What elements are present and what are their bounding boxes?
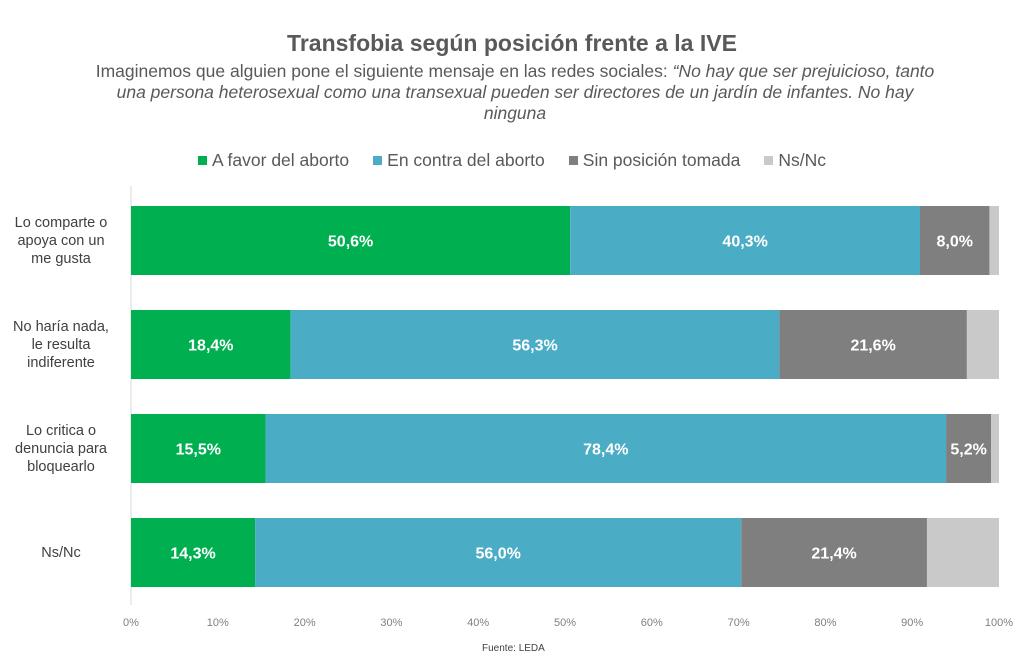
legend-item-sin-posicion: Sin posición tomada bbox=[568, 150, 741, 171]
x-tick-label: 10% bbox=[207, 617, 229, 629]
bar-segment bbox=[131, 310, 291, 379]
x-tick-label: 90% bbox=[901, 617, 923, 629]
bar-segment bbox=[926, 518, 999, 587]
legend-label: A favor del aborto bbox=[211, 150, 350, 170]
category-label: Ns/Nc bbox=[0, 544, 122, 562]
data-label: 78,4% bbox=[583, 442, 628, 459]
x-tick-label: 50% bbox=[554, 617, 576, 629]
legend-label: Ns/Nc bbox=[778, 150, 827, 170]
legend-swatch bbox=[568, 156, 578, 165]
legend-swatch bbox=[764, 156, 774, 165]
legend-item-en-contra: En contra del aborto bbox=[373, 150, 545, 171]
data-label: 21,6% bbox=[850, 338, 895, 355]
bar-segment bbox=[131, 206, 571, 275]
chart-subtitle: Imaginemos que alguien pone el siguiente… bbox=[90, 61, 940, 124]
subtitle-quote: “No hay que ser prejuicioso, tanto una p… bbox=[116, 61, 935, 123]
bar-segment bbox=[989, 206, 999, 275]
x-tick-label: 20% bbox=[294, 617, 316, 629]
bar-segment bbox=[779, 310, 967, 379]
bar-segment bbox=[991, 414, 999, 483]
category-label-line: bloquearlo bbox=[27, 458, 95, 475]
bar-segment bbox=[265, 414, 947, 483]
chart-title: Transfobia según posición frente a la IV… bbox=[287, 30, 737, 56]
category-label-line: apoya con un bbox=[17, 232, 105, 249]
data-label: 56,0% bbox=[475, 546, 520, 563]
data-label: 40,3% bbox=[722, 234, 767, 251]
category-label-line: me gusta bbox=[31, 250, 91, 267]
category-label-line: indiferente bbox=[27, 354, 95, 371]
bar-segment bbox=[290, 310, 780, 379]
x-tick-label: 0% bbox=[123, 617, 139, 629]
category-label-line: Ns/Nc bbox=[41, 544, 81, 561]
bar-segment bbox=[920, 206, 990, 275]
bar-segment bbox=[570, 206, 921, 275]
category-label: No haría nada, le resulta indiferente bbox=[0, 318, 122, 372]
bar-segment bbox=[131, 414, 266, 483]
legend-swatch bbox=[373, 156, 383, 165]
x-tick-label: 40% bbox=[467, 617, 489, 629]
bar-segment bbox=[966, 310, 999, 379]
data-label: 5,2% bbox=[950, 442, 986, 459]
subtitle-text: Imaginemos que alguien pone el siguiente… bbox=[95, 61, 673, 81]
x-tick-label: 30% bbox=[380, 617, 402, 629]
bar-segment bbox=[255, 518, 742, 587]
category-label: Lo comparte o apoya con un me gusta bbox=[0, 214, 122, 268]
category-label-line: Lo comparte o bbox=[14, 214, 108, 231]
category-label-line: le resulta bbox=[31, 336, 91, 353]
category-label-line: denuncia para bbox=[15, 440, 107, 457]
x-tick-label: 60% bbox=[641, 617, 663, 629]
data-label: 50,6% bbox=[328, 234, 373, 251]
source-note: Fuente: LEDA bbox=[482, 643, 545, 654]
legend-label: En contra del aborto bbox=[387, 150, 545, 170]
data-label: 18,4% bbox=[188, 338, 233, 355]
data-label: 15,5% bbox=[176, 442, 221, 459]
x-tick-label: 80% bbox=[814, 617, 836, 629]
bar-segment bbox=[741, 518, 927, 587]
legend: A favor del aborto En contra del aborto … bbox=[0, 150, 1024, 171]
x-tick-label: 100% bbox=[985, 617, 1013, 629]
data-label: 14,3% bbox=[170, 546, 215, 563]
legend-swatch bbox=[197, 156, 207, 165]
legend-label: Sin posición tomada bbox=[582, 150, 741, 170]
data-label: 8,0% bbox=[936, 234, 972, 251]
data-label: 56,3% bbox=[512, 338, 557, 355]
legend-item-a-favor: A favor del aborto bbox=[197, 150, 350, 171]
data-label: 21,4% bbox=[811, 546, 856, 563]
x-tick-label: 70% bbox=[728, 617, 750, 629]
legend-item-ns-nc: Ns/Nc bbox=[764, 150, 826, 171]
category-label-line: No haría nada, bbox=[13, 318, 109, 335]
category-label-line: Lo critica o bbox=[25, 422, 97, 439]
category-label: Lo critica o denuncia para bloquearlo bbox=[0, 422, 122, 476]
bar-segment bbox=[946, 414, 992, 483]
bar-segment bbox=[131, 518, 256, 587]
